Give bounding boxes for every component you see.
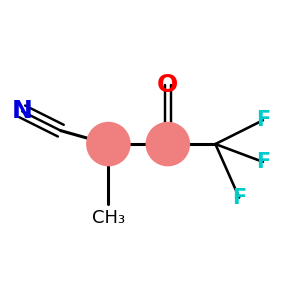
Text: O: O (157, 73, 178, 97)
Text: CH₃: CH₃ (92, 209, 125, 227)
Circle shape (146, 122, 190, 166)
Text: N: N (12, 99, 33, 123)
Circle shape (86, 122, 131, 166)
Text: F: F (232, 188, 246, 208)
Text: F: F (256, 110, 270, 130)
Text: F: F (256, 152, 270, 172)
